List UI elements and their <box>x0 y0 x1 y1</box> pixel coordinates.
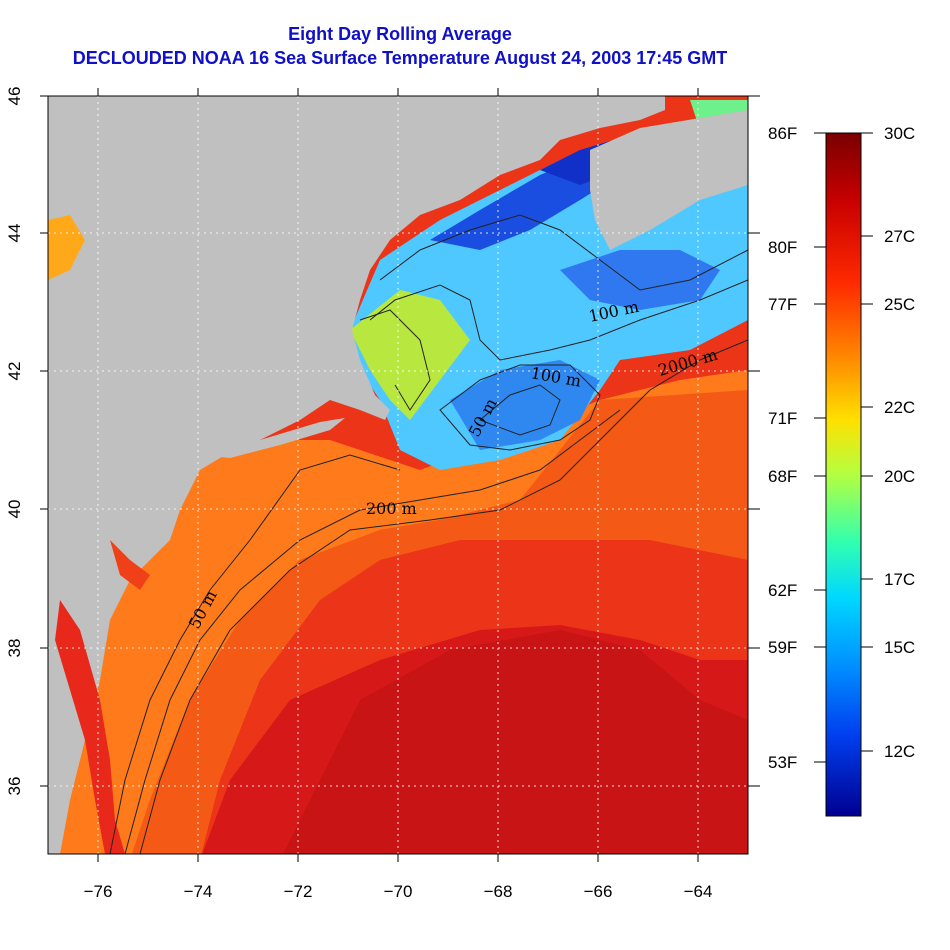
celsius-label: 27C <box>884 227 915 246</box>
celsius-label: 17C <box>884 570 915 589</box>
x-ticks <box>97 88 699 862</box>
long-island <box>200 418 345 458</box>
scotian-cold <box>560 250 720 310</box>
contour-georges-50m <box>479 384 561 436</box>
contour-georges-100m <box>439 364 601 451</box>
celsius-label: 20C <box>884 467 915 486</box>
fahrenheit-label: 62F <box>768 581 797 600</box>
lat-label: 38 <box>5 639 24 658</box>
lon-label: −64 <box>684 882 713 901</box>
chart-title: Eight Day Rolling Average <box>288 24 512 44</box>
map-plot-area: 50 m 200 m 2000 m 100 m 100 m 50 m <box>48 96 748 854</box>
shelf-water <box>48 370 748 854</box>
celsius-label: 15C <box>884 638 915 657</box>
lon-label: −68 <box>484 882 513 901</box>
colorbar-ticks <box>814 132 873 763</box>
georges-cold <box>450 360 600 450</box>
fahrenheit-label: 59F <box>768 638 797 657</box>
lat-label: 42 <box>5 362 24 381</box>
celsius-label: 22C <box>884 398 915 417</box>
graticule <box>48 96 748 854</box>
land-nova-scotia <box>590 110 748 250</box>
lat-label: 44 <box>5 224 24 243</box>
x-tick-labels: −76 −74 −72 −70 −68 −66 −64 <box>84 882 713 901</box>
lon-label: −74 <box>184 882 213 901</box>
land-mainland <box>48 96 665 854</box>
lat-label: 46 <box>5 87 24 106</box>
contour-50m-south <box>109 454 401 854</box>
celsius-label: 25C <box>884 295 915 314</box>
y-ticks <box>40 95 760 787</box>
gulf-stream-core <box>283 630 748 854</box>
slope-water <box>132 390 748 854</box>
contour-inner <box>359 309 431 411</box>
lat-label: 40 <box>5 500 24 519</box>
fahrenheit-label: 71F <box>768 409 797 428</box>
lon-label: −72 <box>284 882 313 901</box>
fahrenheit-label: 80F <box>768 238 797 257</box>
delaware-bay <box>110 540 150 590</box>
colorbar <box>825 132 862 817</box>
lon-label: −70 <box>384 882 413 901</box>
warm-lake <box>48 215 85 280</box>
celsius-label: 12C <box>884 742 915 761</box>
fahrenheit-label: 53F <box>768 753 797 772</box>
fahrenheit-label: 77F <box>768 295 797 314</box>
chart-subtitle: DECLOUDED NOAA 16 Sea Surface Temperatur… <box>72 48 728 68</box>
contour-200m-south <box>124 409 621 854</box>
celsius-label: 30C <box>884 124 915 143</box>
chesapeake-bay <box>55 600 125 854</box>
fahrenheit-label: 86F <box>768 124 797 143</box>
fahrenheit-labels: 86F 80F 77F 71F 68F 62F 59F 53F <box>768 124 797 772</box>
lon-label: −66 <box>584 882 613 901</box>
contour-2000m <box>139 339 748 854</box>
georges-bank-green <box>350 290 470 420</box>
contour-gulf-maine-200m <box>369 279 748 361</box>
lat-label: 36 <box>5 777 24 796</box>
contour-label-200m: 200 m <box>366 499 417 518</box>
celsius-labels: 30C 27C 25C 22C 20C 17C 15C 12C <box>884 124 915 761</box>
y-tick-labels: 36 38 40 42 44 46 <box>5 87 24 796</box>
fahrenheit-label: 68F <box>768 467 797 486</box>
lon-label: −76 <box>84 882 113 901</box>
contour-gulf-maine-100m <box>379 214 748 291</box>
bathymetry-contours <box>109 214 748 854</box>
